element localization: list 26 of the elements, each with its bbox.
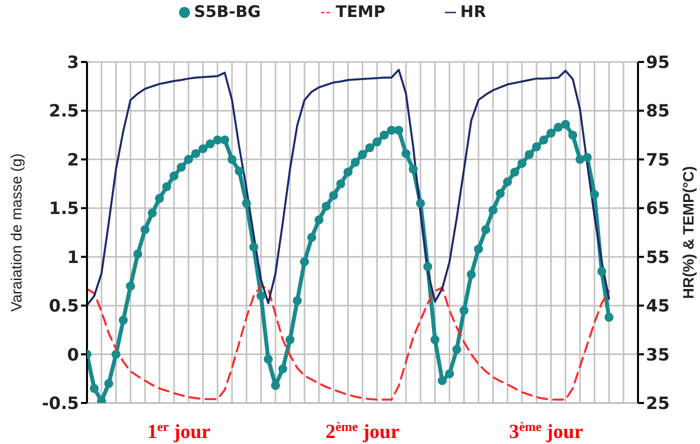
legend-label: HR bbox=[460, 2, 486, 21]
line-series bbox=[87, 285, 610, 401]
y-tick-label: 3 bbox=[67, 53, 79, 74]
y2-tick-label: 55 bbox=[646, 248, 670, 268]
y2-tick-label: 45 bbox=[646, 296, 670, 317]
y-tick-label: 0 bbox=[67, 345, 80, 366]
y2-tick-label: 85 bbox=[646, 102, 670, 122]
text: 2$^{ème}$ jour bbox=[325, 418, 400, 443]
y2-tick-label: 95 bbox=[646, 53, 670, 74]
text: 3$^{ème}$ jour bbox=[509, 418, 584, 443]
line-series bbox=[87, 68, 610, 306]
y2-tick-label: 65 bbox=[646, 199, 670, 220]
y-tick-label: 1 bbox=[67, 248, 79, 268]
y2-axis-title: HR(%) & TEMP(°C) bbox=[680, 166, 698, 299]
y-axis-title: Varaiation de masse (g) bbox=[8, 153, 26, 312]
y2-tick-label: 25 bbox=[646, 394, 670, 414]
y-tick-label: 1.5 bbox=[48, 199, 79, 220]
y-tick-label: 0.5 bbox=[48, 296, 79, 317]
y-tick-label: 2 bbox=[67, 150, 79, 170]
y2-tick-label: 35 bbox=[646, 345, 670, 366]
legend-label: S5B-BG bbox=[194, 2, 261, 21]
y-tick-label: -0.5 bbox=[42, 394, 79, 414]
legend-label: TEMP bbox=[336, 2, 386, 21]
text: 1$^{er}$ jour bbox=[147, 418, 211, 443]
y-tick-label: 2.5 bbox=[48, 102, 79, 122]
y2-tick-label: 75 bbox=[646, 150, 670, 170]
